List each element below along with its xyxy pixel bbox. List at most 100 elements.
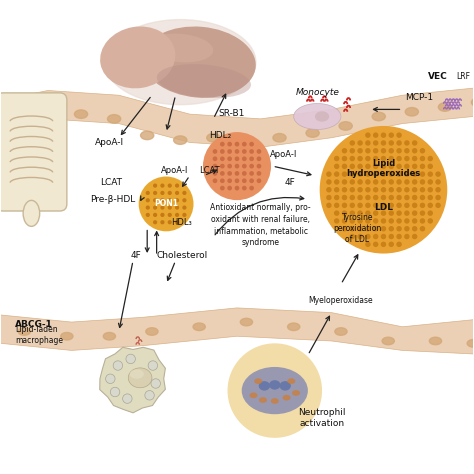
Circle shape [373,195,378,201]
Ellipse shape [335,328,347,335]
Circle shape [404,148,410,154]
Circle shape [381,234,386,239]
Text: ApoA-I: ApoA-I [95,138,124,147]
Circle shape [342,210,347,216]
Circle shape [428,187,433,192]
Circle shape [249,186,254,191]
Circle shape [220,156,225,161]
Circle shape [256,178,261,183]
Circle shape [342,202,347,208]
Text: Neutrophil
activation: Neutrophil activation [298,408,346,428]
Circle shape [168,220,172,224]
Circle shape [349,202,355,208]
Text: LCAT: LCAT [100,178,122,187]
Circle shape [242,164,246,168]
Circle shape [182,213,187,217]
Circle shape [182,198,187,202]
Circle shape [381,132,386,138]
Circle shape [396,234,402,239]
Circle shape [396,187,402,192]
Circle shape [357,218,363,224]
Text: Myeloperoxidase: Myeloperoxidase [309,296,373,305]
Ellipse shape [23,201,40,227]
Circle shape [342,218,347,224]
Ellipse shape [259,381,270,391]
Circle shape [113,361,123,370]
Circle shape [106,374,115,383]
Circle shape [175,183,179,188]
Circle shape [435,195,441,201]
Circle shape [389,210,394,216]
Circle shape [396,210,402,216]
Circle shape [412,195,418,201]
Circle shape [175,191,179,195]
Circle shape [256,164,261,168]
Ellipse shape [143,27,256,98]
Circle shape [396,195,402,201]
Text: LRF: LRF [457,72,471,81]
Circle shape [213,156,218,161]
Circle shape [249,171,254,176]
Circle shape [389,140,394,146]
Circle shape [334,210,339,216]
Circle shape [389,234,394,239]
Circle shape [428,156,433,161]
Circle shape [249,156,254,161]
Polygon shape [100,347,165,413]
Circle shape [334,164,339,169]
Circle shape [242,178,246,183]
Circle shape [326,187,332,192]
Circle shape [126,354,136,364]
Circle shape [404,172,410,177]
Circle shape [412,218,418,224]
Ellipse shape [240,318,253,326]
Circle shape [419,195,425,201]
Ellipse shape [242,367,308,414]
Circle shape [228,178,232,183]
Circle shape [213,149,218,154]
Circle shape [373,226,378,231]
Circle shape [334,172,339,177]
Circle shape [168,205,172,210]
Ellipse shape [41,103,55,111]
Text: HDL₂: HDL₂ [209,131,231,140]
Circle shape [412,226,418,231]
Circle shape [381,226,386,231]
Circle shape [396,172,402,177]
Circle shape [326,195,332,201]
Circle shape [349,172,355,177]
Circle shape [349,210,355,216]
Ellipse shape [173,136,187,145]
Circle shape [428,195,433,201]
Circle shape [404,179,410,185]
Circle shape [373,187,378,192]
Circle shape [160,205,164,210]
Circle shape [175,213,179,217]
Circle shape [242,156,246,161]
Circle shape [182,205,187,210]
Text: Lipid-laden
macrophage: Lipid-laden macrophage [15,325,63,346]
Circle shape [419,148,425,154]
Circle shape [365,164,371,169]
Circle shape [396,156,402,161]
Circle shape [249,178,254,183]
Circle shape [357,140,363,146]
Circle shape [428,164,433,169]
Circle shape [365,210,371,216]
Circle shape [412,202,418,208]
Text: HDL₃: HDL₃ [171,218,191,227]
Circle shape [419,164,425,169]
Circle shape [110,387,120,397]
Ellipse shape [254,378,262,384]
Ellipse shape [61,332,73,340]
Circle shape [228,171,232,176]
Circle shape [228,186,232,191]
Circle shape [381,148,386,154]
Circle shape [419,210,425,216]
Circle shape [389,218,394,224]
Circle shape [228,156,232,161]
Text: Antioxidant normally, pro-
oxidant with renal failure,
inflammation, metabolic
s: Antioxidant normally, pro- oxidant with … [210,203,311,247]
Circle shape [349,179,355,185]
Circle shape [168,213,172,217]
Ellipse shape [273,134,286,142]
